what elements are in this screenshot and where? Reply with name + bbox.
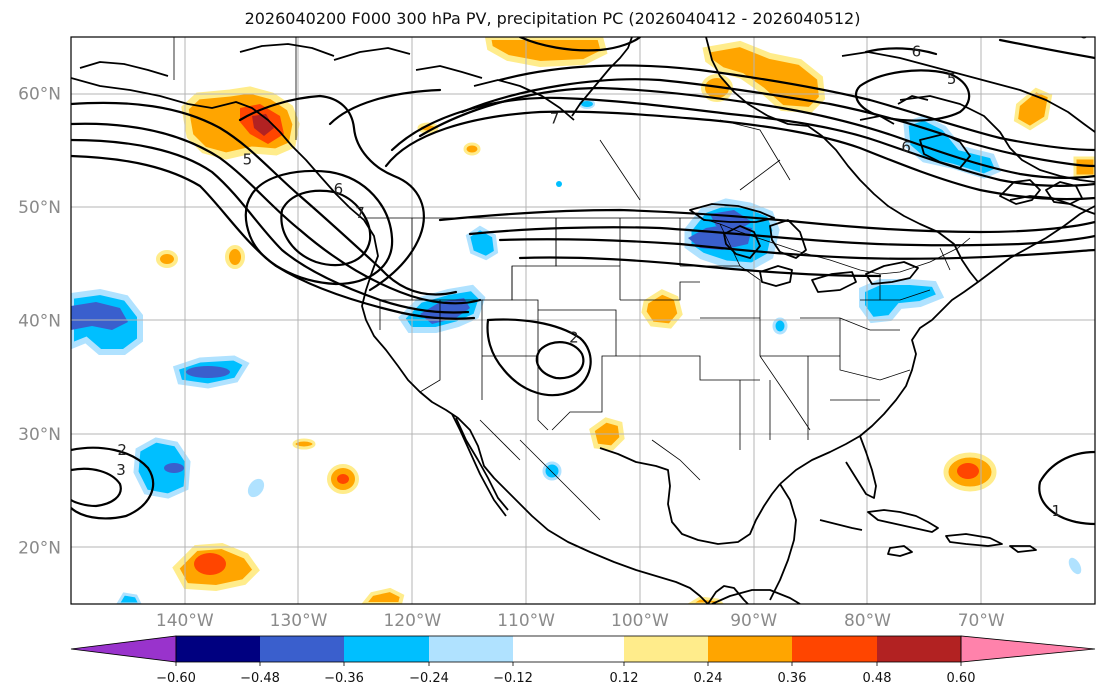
lat-label: 60°N xyxy=(18,85,61,105)
contour-label: 2 xyxy=(569,329,579,347)
colorbar-tick-label: −0.36 xyxy=(324,671,364,686)
colorbar-segment-8 xyxy=(792,636,877,662)
contour-label: 6 xyxy=(901,138,911,156)
lon-label: 70°W xyxy=(958,611,1005,631)
lat-label: 40°N xyxy=(18,312,61,332)
lon-label: 110°W xyxy=(497,611,555,631)
colorbar-tick-label: −0.24 xyxy=(409,671,449,686)
contour-label: 6 xyxy=(334,180,344,198)
coastlines xyxy=(71,37,1095,604)
graticule xyxy=(71,37,1095,604)
colorbar: −0.60 −0.48 −0.36 −0.24 −0.12 0.12 0.24 0.36 0.4… xyxy=(70,635,1096,686)
colorbar-tick-label: 0.60 xyxy=(947,671,976,686)
plot-frame xyxy=(70,36,1096,605)
lat-label: 50°N xyxy=(18,198,61,218)
colorbar-segment-2 xyxy=(260,636,344,662)
colorbar-tick-label: −0.48 xyxy=(240,671,280,686)
contour-label: 1 xyxy=(1052,502,1062,520)
contour-label: 3 xyxy=(116,461,126,479)
pv-contours xyxy=(71,37,1095,526)
lon-label: 130°W xyxy=(270,611,328,631)
colorbar-tick-label: −0.12 xyxy=(493,671,533,686)
contour-label: 7 xyxy=(355,204,365,222)
colorbar-tick-label: 0.12 xyxy=(610,671,639,686)
contour-label: 5 xyxy=(947,70,957,88)
colorbar-segment-3 xyxy=(344,636,429,662)
precip-top-north xyxy=(484,37,608,68)
contour-label: 2 xyxy=(117,441,127,459)
lat-axis-labels: 60°N 50°N 40°N 30°N 20°N xyxy=(18,85,61,559)
contour-label: 7 xyxy=(550,110,560,128)
contour-label: 6 xyxy=(1079,25,1089,43)
lon-label: 90°W xyxy=(730,611,777,631)
contour-label: 6 xyxy=(912,43,922,61)
colorbar-segment-9 xyxy=(877,636,961,662)
colorbar-segment-6 xyxy=(624,636,708,662)
colorbar-tick-label: 0.24 xyxy=(694,671,723,686)
lon-label: 140°W xyxy=(156,611,214,631)
lon-label: 80°W xyxy=(844,611,891,631)
lon-label: 100°W xyxy=(611,611,669,631)
colorbar-tick-label: 0.36 xyxy=(778,671,807,686)
colorbar-segment-7 xyxy=(708,636,792,662)
colorbar-tick-label: 0.48 xyxy=(863,671,892,686)
colorbar-segment-10 xyxy=(960,635,1096,663)
colorbar-tick-label: −0.60 xyxy=(156,671,196,686)
lat-label: 30°N xyxy=(18,425,61,445)
lat-label: 20°N xyxy=(18,538,61,558)
map-title: 2026040200 F000 300 hPa PV, precipitatio… xyxy=(244,9,861,28)
colorbar-segment-0 xyxy=(70,635,177,663)
colorbar-segment-4 xyxy=(429,636,513,662)
contour-label: 5 xyxy=(243,150,253,168)
colorbar-segment-1 xyxy=(176,636,260,662)
colorbar-segment-5 xyxy=(513,636,624,662)
lon-label: 120°W xyxy=(383,611,441,631)
lon-axis-labels: 140°W 130°W 120°W 110°W 100°W 90°W 80°W 70°W xyxy=(156,611,1005,631)
